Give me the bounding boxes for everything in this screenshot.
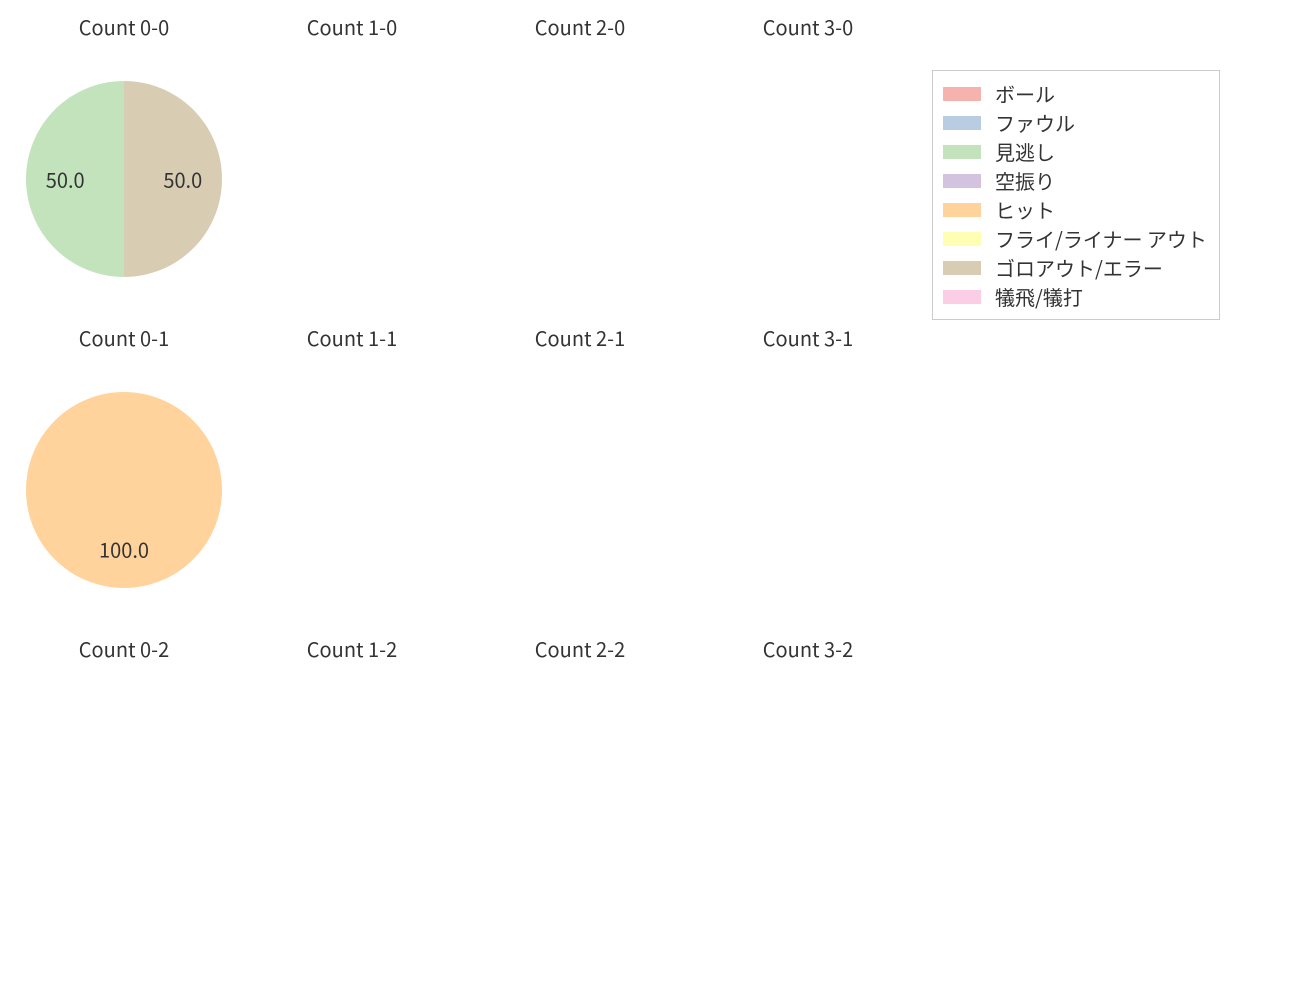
panel-count-0-2: Count 0-2 bbox=[10, 622, 238, 932]
legend-label: 空振り bbox=[995, 166, 1055, 195]
panel-count-3-0: Count 3-0 bbox=[694, 0, 922, 310]
panel-count-1-2: Count 1-2 bbox=[238, 622, 466, 932]
panel-count-2-1: Count 2-1 bbox=[466, 311, 694, 621]
panel-count-1-0: Count 1-0 bbox=[238, 0, 466, 310]
slice-label: 50.0 bbox=[163, 165, 202, 194]
panel-title: Count 3-1 bbox=[694, 323, 922, 352]
legend-item-swinging: 空振り bbox=[943, 166, 1207, 195]
panel-title: Count 1-1 bbox=[238, 323, 466, 352]
panel-title: Count 3-0 bbox=[694, 12, 922, 41]
panel-count-2-2: Count 2-2 bbox=[466, 622, 694, 932]
panel-title: Count 1-2 bbox=[238, 634, 466, 663]
slice-label: 50.0 bbox=[46, 165, 85, 194]
panel-count-0-0: Count 0-0 50.0 50.0 bbox=[10, 0, 238, 310]
legend: ボールファウル見逃し空振りヒットフライ/ライナー アウトゴロアウト/エラー犠飛/… bbox=[932, 70, 1220, 320]
panel-title: Count 0-0 bbox=[10, 12, 238, 41]
panel-title: Count 2-1 bbox=[466, 323, 694, 352]
legend-swatch bbox=[943, 203, 981, 217]
legend-swatch bbox=[943, 174, 981, 188]
panel-count-2-0: Count 2-0 bbox=[466, 0, 694, 310]
legend-item-hit: ヒット bbox=[943, 195, 1207, 224]
legend-swatch bbox=[943, 145, 981, 159]
legend-item-groundout: ゴロアウト/エラー bbox=[943, 253, 1207, 282]
panel-title: Count 0-1 bbox=[10, 323, 238, 352]
legend-swatch bbox=[943, 232, 981, 246]
panel-title: Count 1-0 bbox=[238, 12, 466, 41]
panel-count-1-1: Count 1-1 bbox=[238, 311, 466, 621]
legend-label: ファウル bbox=[995, 108, 1075, 137]
panel-title: Count 0-2 bbox=[10, 634, 238, 663]
legend-label: ヒット bbox=[995, 195, 1055, 224]
legend-label: 見逃し bbox=[995, 137, 1055, 166]
legend-item-looking: 見逃し bbox=[943, 137, 1207, 166]
legend-item-sacrifice: 犠飛/犠打 bbox=[943, 282, 1207, 311]
pie-chart: 50.0 50.0 bbox=[26, 81, 222, 277]
legend-label: フライ/ライナー アウト bbox=[995, 224, 1207, 253]
pie-chart: 100.0 bbox=[26, 392, 222, 588]
legend-label: 犠飛/犠打 bbox=[995, 282, 1083, 311]
legend-label: ゴロアウト/エラー bbox=[995, 253, 1163, 282]
slice-label: 100.0 bbox=[99, 534, 149, 563]
legend-swatch bbox=[943, 261, 981, 275]
panel-title: Count 3-2 bbox=[694, 634, 922, 663]
panel-count-3-1: Count 3-1 bbox=[694, 311, 922, 621]
chart-canvas: Count 0-050.050.0Count 1-0Count 2-0Count… bbox=[0, 0, 1300, 1000]
panel-count-0-1: Count 0-1 100.0 bbox=[10, 311, 238, 621]
legend-swatch bbox=[943, 87, 981, 101]
legend-item-foul: ファウル bbox=[943, 108, 1207, 137]
panel-title: Count 2-2 bbox=[466, 634, 694, 663]
legend-item-flyliner: フライ/ライナー アウト bbox=[943, 224, 1207, 253]
panel-title: Count 2-0 bbox=[466, 12, 694, 41]
legend-label: ボール bbox=[995, 79, 1055, 108]
legend-item-ball: ボール bbox=[943, 79, 1207, 108]
panel-count-3-2: Count 3-2 bbox=[694, 622, 922, 932]
legend-swatch bbox=[943, 290, 981, 304]
legend-swatch bbox=[943, 116, 981, 130]
